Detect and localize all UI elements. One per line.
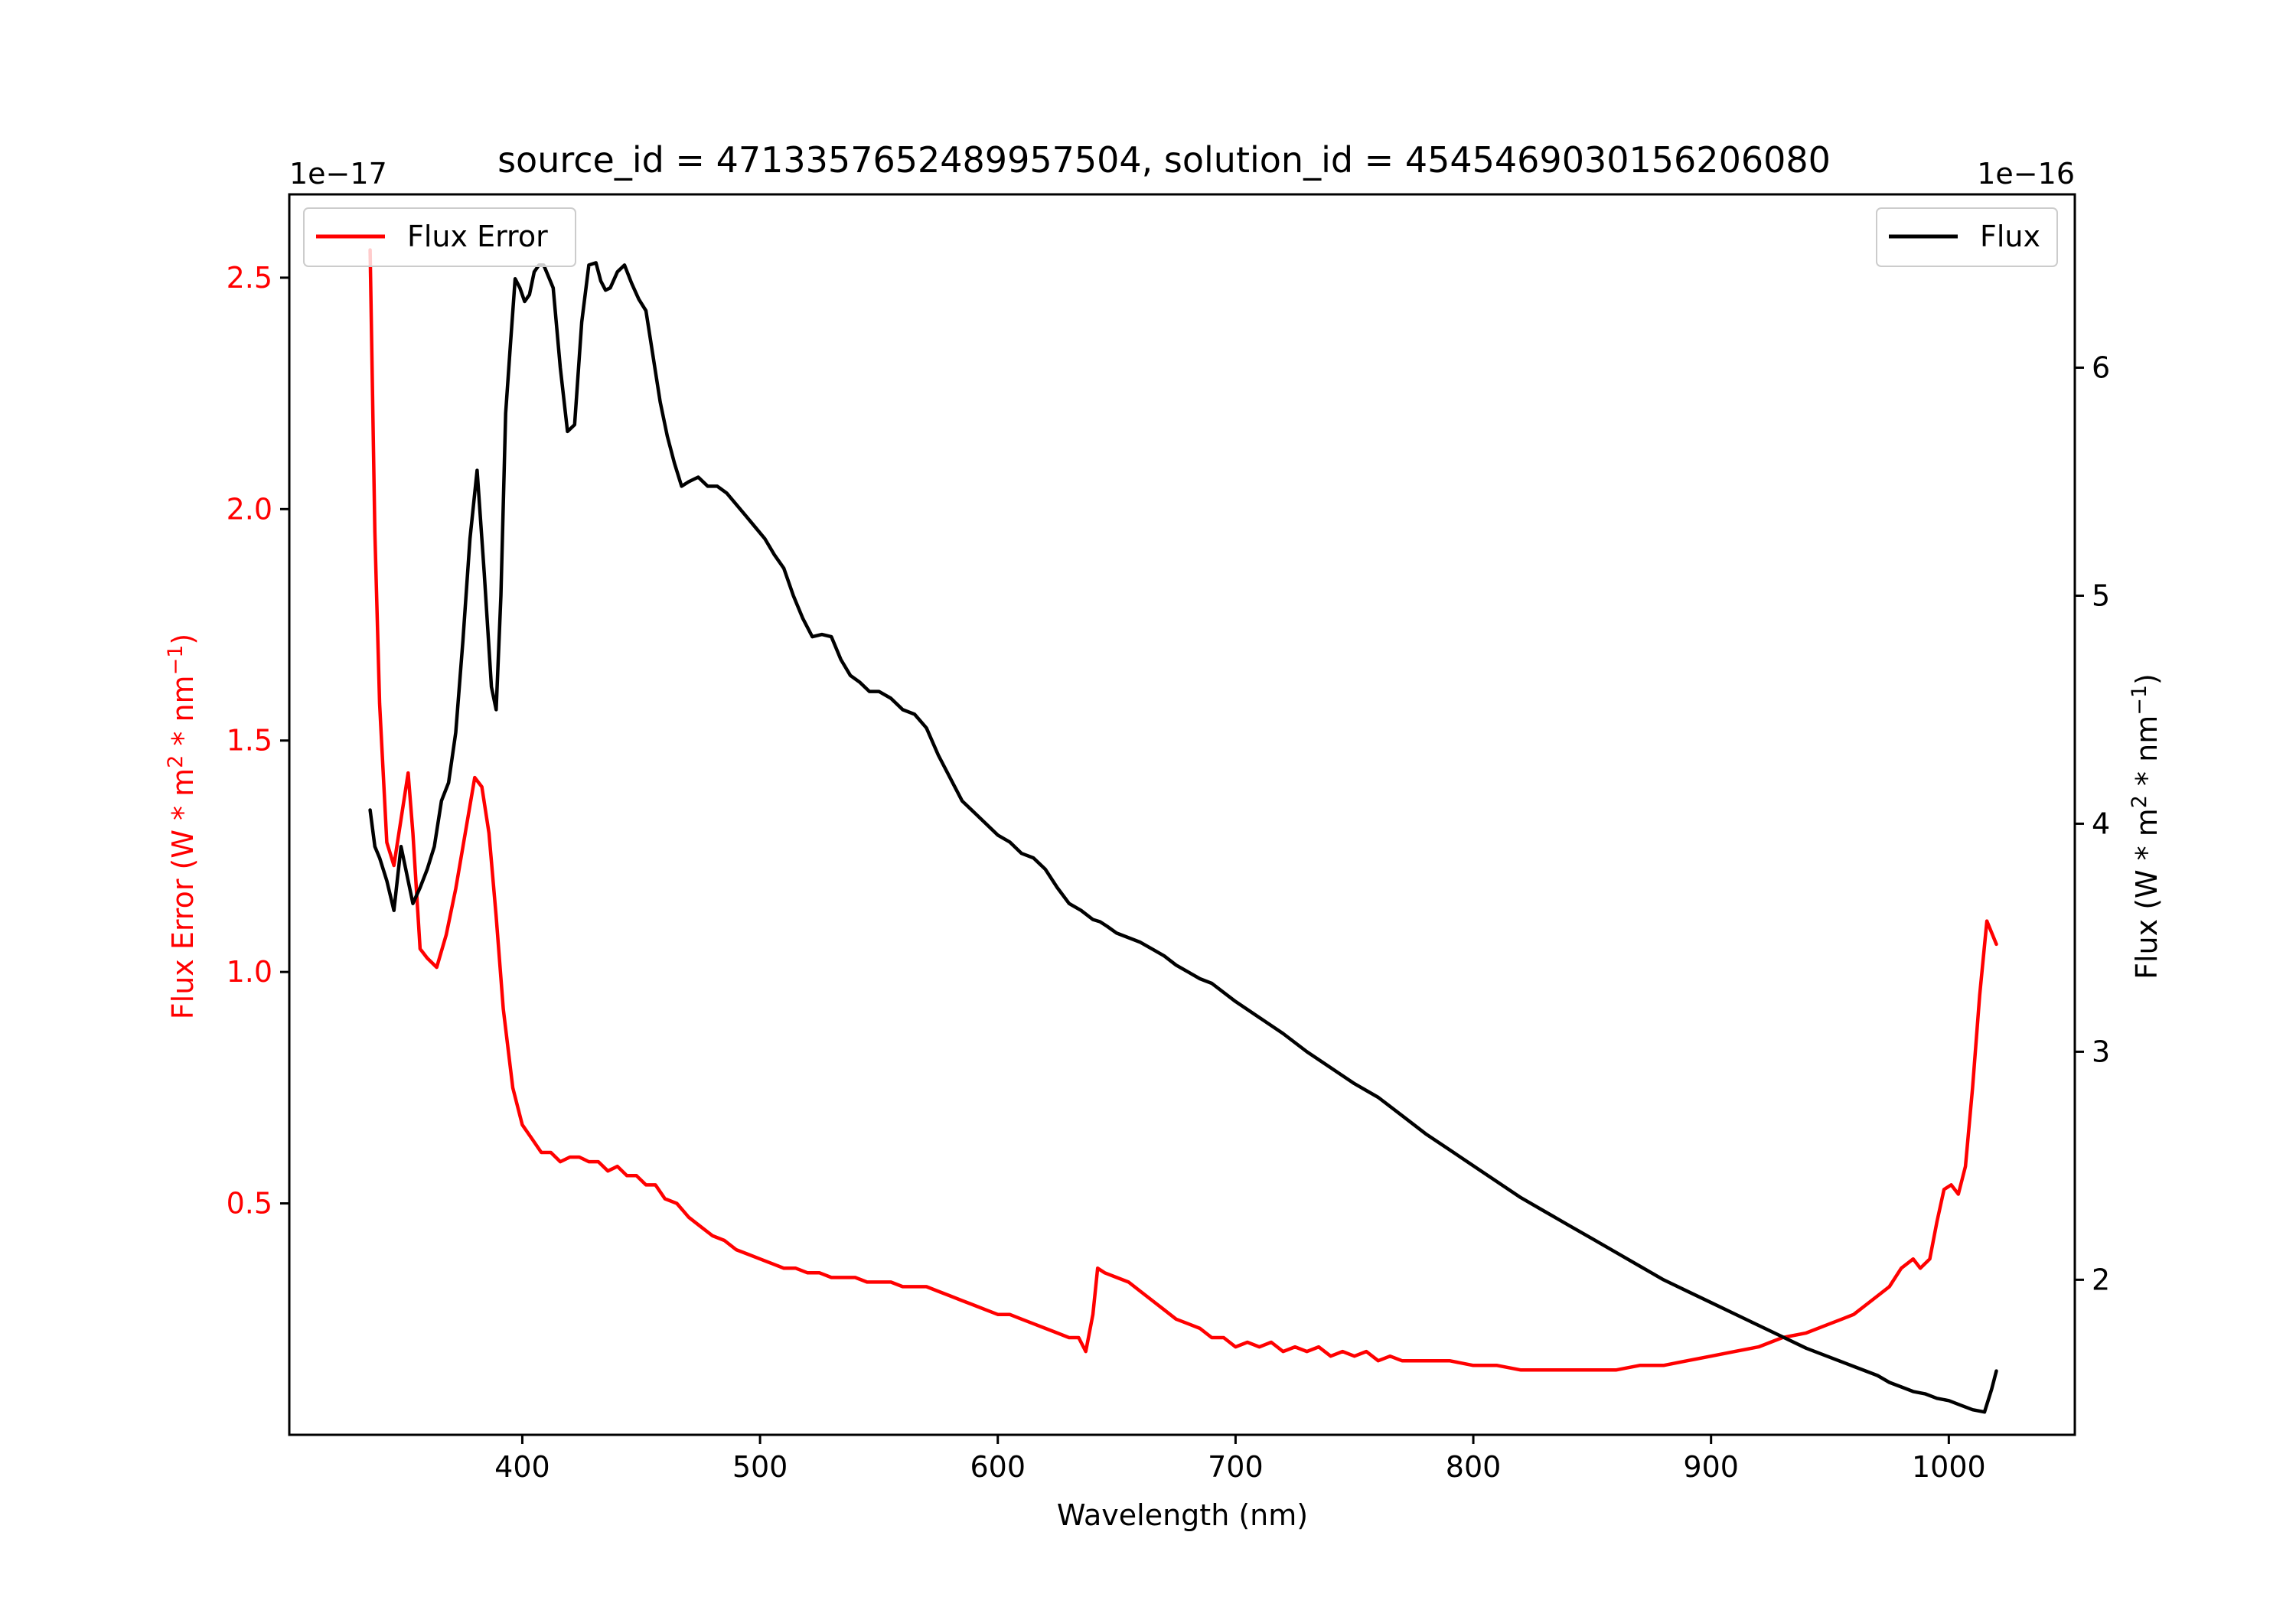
y-left-label-prefix: Flux Error (W * m: [166, 768, 200, 1019]
y-right-label-sup2: −1: [2128, 685, 2151, 715]
y-left-tick-label: 2.5: [227, 261, 272, 295]
series-flux-line: [368, 261, 1998, 1414]
y-right-tick-label: 4: [2092, 807, 2110, 840]
y-right-label-suffix: ): [2130, 673, 2164, 685]
y-right-tick-label: 3: [2092, 1035, 2110, 1068]
y-left-tick-label: 2.0: [227, 492, 272, 526]
axes-frame: [288, 193, 2076, 1436]
x-tick-label: 900: [1683, 1450, 1739, 1484]
legend-flux-error-box: [303, 207, 576, 267]
legend-flux-error: Flux Error: [303, 207, 576, 267]
x-axis: 400 500 600 700 800 900 1000: [494, 1435, 1986, 1484]
y-right-label-prefix: Flux (W * m: [2130, 808, 2164, 980]
x-axis-label: Wavelength (nm): [1057, 1498, 1308, 1532]
y-axis-left: 0.5 1.0 1.5 2.0 2.5: [227, 261, 289, 1221]
x-tick-label: 600: [970, 1450, 1026, 1484]
legend-flux-label: Flux: [1980, 220, 2040, 253]
y-left-label-sup1: 2: [164, 755, 188, 768]
x-tick-label: 1000: [1912, 1450, 1986, 1484]
y-right-tick-label: 2: [2092, 1263, 2110, 1296]
x-tick-label: 500: [732, 1450, 788, 1484]
plot-area: [368, 248, 1998, 1414]
x-tick-label: 800: [1446, 1450, 1502, 1484]
legend-flux-error-label: Flux Error: [407, 220, 548, 253]
y-axis-right-label: Flux (W * m2 * nm−1): [2128, 673, 2164, 980]
y-left-label-sup2: −1: [164, 645, 188, 676]
y-left-tick-label: 0.5: [227, 1187, 272, 1221]
y-left-label-suffix: ): [166, 634, 200, 645]
y-right-label-sup1: 2: [2128, 795, 2151, 808]
y-right-label-mid: * nm: [2130, 715, 2164, 795]
x-tick-label: 700: [1208, 1450, 1264, 1484]
x-tick-label: 400: [494, 1450, 550, 1484]
y-left-label-mid: * nm: [166, 675, 200, 755]
right-offset-text: 1e−16: [1977, 157, 2075, 191]
y-left-tick-label: 1.0: [227, 955, 272, 989]
series-flux-error-line: [368, 248, 1998, 1372]
legend-flux-box: [1876, 207, 2058, 267]
left-offset-text: 1e−17: [289, 157, 387, 191]
y-axis-left-label: Flux Error (W * m2 * nm−1): [164, 634, 200, 1019]
y-left-tick-label: 1.5: [227, 724, 272, 758]
chart-title: source_id = 4713357652489957504, solutio…: [497, 139, 1831, 181]
legend-flux: Flux: [1876, 207, 2058, 267]
y-right-tick-label: 6: [2092, 350, 2110, 384]
y-axis-right: 2 3 4 5 6: [2075, 350, 2110, 1296]
y-right-tick-label: 5: [2092, 579, 2110, 612]
